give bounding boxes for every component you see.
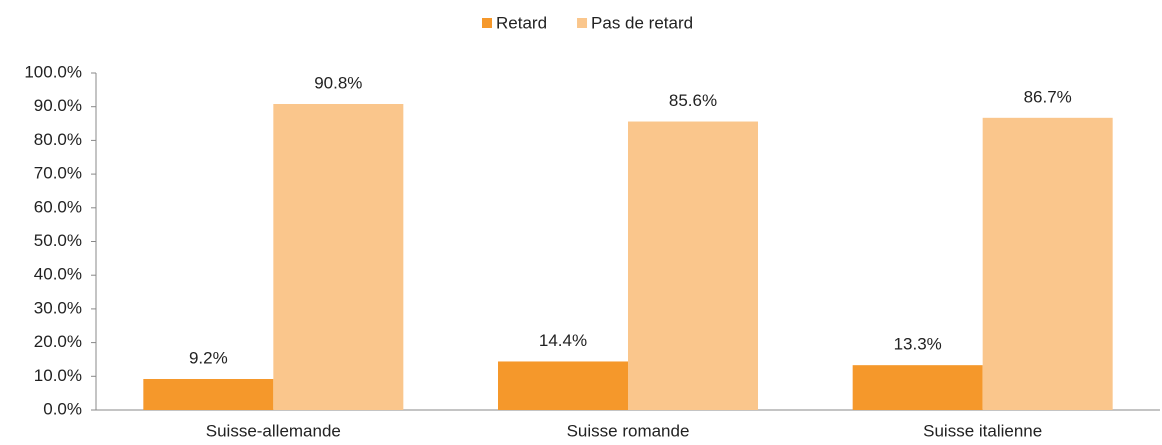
value-label: 90.8%: [314, 73, 362, 92]
y-tick-label: 60.0%: [34, 197, 82, 216]
legend-label: Retard: [496, 13, 547, 32]
y-tick-label: 20.0%: [34, 332, 82, 351]
value-label: 13.3%: [894, 335, 942, 354]
y-tick-label: 30.0%: [34, 298, 82, 317]
value-label: 86.7%: [1024, 87, 1072, 106]
y-tick-label: 10.0%: [34, 366, 82, 385]
value-label: 9.2%: [189, 348, 228, 367]
value-label: 14.4%: [539, 331, 587, 350]
legend-swatch: [482, 18, 492, 28]
legend-label: Pas de retard: [591, 13, 693, 32]
y-tick-label: 100.0%: [24, 62, 82, 81]
bar: [852, 365, 983, 410]
bar: [982, 117, 1113, 411]
bar: [628, 121, 758, 410]
bar: [143, 378, 274, 410]
bar: [498, 361, 628, 410]
y-tick-label: 50.0%: [34, 231, 82, 250]
bar: [273, 104, 404, 410]
y-tick-label: 40.0%: [34, 265, 82, 284]
y-tick-label: 80.0%: [34, 130, 82, 149]
y-tick-label: 70.0%: [34, 164, 82, 183]
y-tick-label: 0.0%: [43, 399, 82, 418]
value-label: 85.6%: [669, 91, 717, 110]
y-tick-label: 90.0%: [34, 96, 82, 115]
x-tick-label: Suisse italienne: [923, 421, 1042, 440]
x-tick-label: Suisse romande: [567, 421, 690, 440]
legend-swatch: [577, 18, 588, 28]
x-tick-label: Suisse-allemande: [206, 421, 341, 440]
